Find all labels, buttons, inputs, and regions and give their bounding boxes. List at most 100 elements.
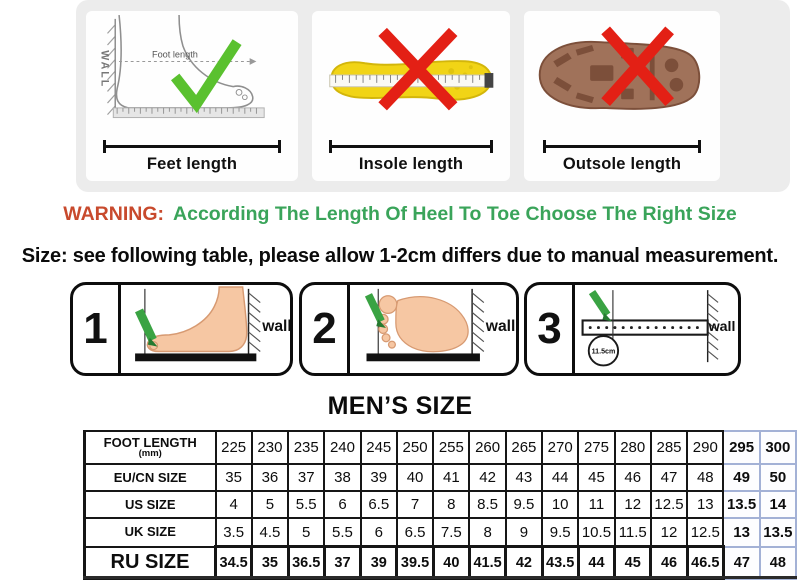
size-cell: 14	[759, 490, 798, 519]
wall-hatch	[707, 293, 719, 360]
toe-sketch	[236, 89, 243, 96]
size-cell: 4.5	[250, 517, 290, 548]
foot-measure-illustration: WALL Foot length	[99, 14, 266, 119]
size-cell: 11.5	[613, 517, 652, 548]
wall-label: wall	[261, 318, 290, 335]
size-table-wrap: FOOT LENGTH (mm) 225 230 235 240 245 250 255 260 2…	[83, 430, 798, 580]
size-cell: 12.5	[686, 517, 725, 548]
size-cell: 3.5	[214, 517, 253, 548]
size-cell: 5.5	[287, 490, 326, 519]
size-cell: 280	[613, 430, 652, 465]
ground-bar	[366, 353, 480, 362]
marker-icon	[364, 293, 385, 323]
size-note: Size: see following table, please allow …	[21, 245, 779, 267]
step-number: 1	[73, 285, 121, 373]
size-cell: 5.5	[323, 517, 362, 548]
table-row: UK SIZE 3.5 4.5 5 5.5 6 6.5 7.5 8 9 9.5 10.5 11.5 12 1…	[83, 517, 798, 548]
size-cell: 49	[722, 463, 761, 492]
size-cell: 50	[759, 463, 798, 492]
table-row: FOOT LENGTH (mm) 225 230 235 240 245 250 255 260 2…	[83, 430, 798, 465]
check-icon	[171, 39, 242, 114]
card-label: Feet length	[146, 155, 238, 173]
size-cell: 6.5	[395, 517, 435, 548]
step-3-diagram: 3 11.5cm wall	[524, 282, 741, 376]
arrow-icon	[250, 58, 257, 65]
insole-length-card: Insole length	[312, 11, 510, 181]
card-label: Outsole length	[562, 155, 682, 173]
size-cell: 8	[468, 517, 507, 548]
size-cell: 37	[287, 463, 326, 492]
size-cell: 9.5	[541, 517, 580, 548]
row-label: US SIZE	[83, 490, 217, 519]
size-cell: 35	[250, 545, 290, 580]
size-cell: 11	[577, 490, 616, 519]
size-table: FOOT LENGTH (mm) 225 230 235 240 245 250 255 260 2…	[83, 430, 798, 580]
size-cell: 4	[214, 490, 253, 519]
wall-label: wall	[485, 318, 516, 335]
ground-bar	[135, 353, 257, 362]
size-cell: 41.5	[467, 545, 508, 580]
size-cell: 250	[395, 430, 435, 465]
size-cell: 43	[504, 463, 544, 492]
size-cell: 7.5	[432, 517, 471, 548]
row-sublabel: (mm)	[138, 448, 162, 460]
wall-hatch	[471, 292, 485, 352]
cross-icon	[601, 26, 674, 107]
feet-length-card: WALL Foot length Feet length	[86, 11, 298, 181]
marker-icon	[135, 308, 157, 342]
wall-hatch	[107, 24, 117, 116]
warning-prefix: WARNING:	[63, 203, 165, 225]
size-cell: 265	[504, 430, 544, 465]
size-cell: 42	[504, 545, 544, 580]
size-cell: 47	[649, 463, 689, 492]
card-label: Insole length	[358, 155, 464, 173]
size-cell: 44	[541, 463, 580, 492]
size-cell: 12	[613, 490, 652, 519]
step-2-illustration: wall	[364, 288, 516, 362]
ruler	[581, 319, 709, 336]
size-cell: 39.5	[395, 545, 435, 580]
size-cell: 35	[214, 463, 253, 492]
size-cell: 41	[432, 463, 471, 492]
size-cell: 5	[287, 517, 326, 548]
size-cell: 8.5	[468, 490, 507, 519]
step-number: 3	[527, 285, 575, 373]
row-label: RU SIZE	[83, 545, 217, 580]
warning-message: According The Length Of Heel To Toe Choo…	[173, 203, 737, 225]
ruler-ticks	[117, 107, 258, 114]
size-cell: 12.5	[649, 490, 689, 519]
step-1-diagram: 1 wall	[70, 282, 293, 376]
table-row: US SIZE 4 5 5.5 6 6.5 7 8 8.5 9.5 10 11 12 12.5 13 13.5…	[83, 490, 798, 519]
insole-illustration	[329, 27, 494, 111]
foot-top-view	[377, 295, 469, 353]
foot-outline-sketch	[116, 14, 254, 109]
size-cell: 275	[577, 430, 616, 465]
size-cell: 39	[359, 463, 398, 492]
size-cell: 13.5	[722, 490, 761, 519]
size-cell: 6.5	[359, 490, 398, 519]
outsole-illustration	[538, 26, 701, 110]
size-cell: 300	[759, 430, 798, 465]
table-row: EU/CN SIZE 35 36 37 38 39 40 41 42 43 44 45 46 47 48 49…	[83, 463, 798, 492]
marker-tip	[376, 319, 387, 329]
size-cell: 13	[722, 517, 761, 548]
size-cell: 255	[432, 430, 471, 465]
outsole-length-card: Outsole length	[524, 11, 720, 181]
row-label: UK SIZE	[83, 517, 217, 548]
length-bracket	[543, 140, 701, 153]
size-cell: 225	[214, 430, 253, 465]
size-cell: 39	[359, 545, 399, 580]
size-cell: 6	[359, 517, 398, 548]
marker-icon	[588, 289, 611, 317]
size-cell: 46	[613, 463, 652, 492]
size-cell: 290	[686, 430, 725, 465]
marker-tip	[147, 337, 158, 347]
size-cell: 40	[431, 545, 471, 580]
size-cell: 235	[287, 430, 326, 465]
size-cell: 38	[323, 463, 362, 492]
row-label: FOOT LENGTH (mm)	[83, 430, 217, 465]
size-cell: 9.5	[504, 490, 544, 519]
size-cell: 6	[323, 490, 362, 519]
size-cell: 48	[686, 463, 725, 492]
foot-side-view	[146, 286, 248, 353]
